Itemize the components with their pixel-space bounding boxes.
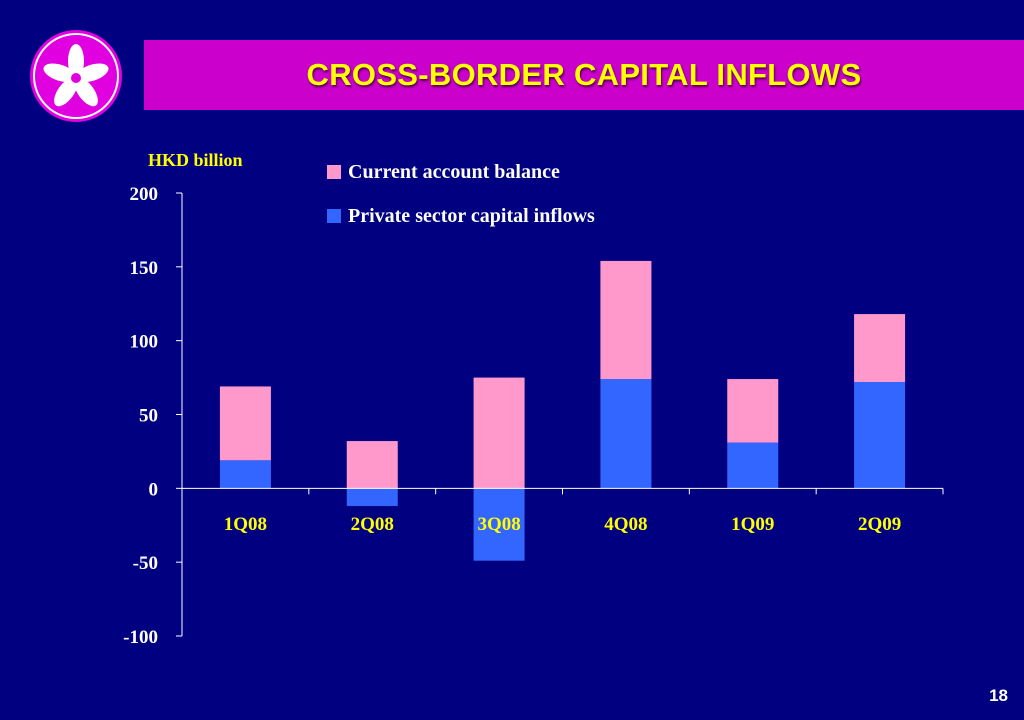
title-band: CROSS-BORDER CAPITAL INFLOWS (144, 40, 1024, 110)
legend-item-current-account: Current account balance (327, 160, 595, 184)
bar-current-account (219, 386, 271, 461)
x-category-label: 4Q08 (604, 514, 647, 535)
bar-current-account (854, 314, 906, 383)
slide-title: CROSS-BORDER CAPITAL INFLOWS (306, 57, 862, 92)
x-category-label: 1Q08 (224, 514, 267, 535)
y-tick-label: -50 (133, 553, 158, 574)
legend-swatch-private-capital (327, 209, 341, 223)
bar-private-inflows (219, 460, 271, 489)
bauhinia-logo-icon (30, 30, 122, 122)
legend-item-private-capital: Private sector capital inflows (327, 204, 595, 228)
bar-current-account (346, 441, 398, 489)
x-category-label: 1Q09 (731, 514, 774, 535)
y-axis-unit-label: HKD billion (148, 150, 243, 170)
bar-current-account (600, 260, 652, 380)
x-category-label: 3Q08 (477, 514, 520, 535)
y-tick-label: -100 (123, 627, 158, 648)
bar-private-inflows (727, 442, 779, 489)
x-category-label: 2Q08 (351, 514, 394, 535)
legend-label-current-account: Current account balance (348, 160, 560, 183)
legend-swatch-current-account (327, 165, 341, 179)
x-category-label: 2Q09 (858, 514, 901, 535)
bar-current-account (473, 377, 525, 489)
bar-private-inflows (346, 488, 398, 507)
bar-private-inflows (600, 379, 652, 489)
y-tick-label: 50 (139, 406, 158, 427)
legend-label-private-capital: Private sector capital inflows (348, 204, 595, 227)
y-tick-label: 100 (130, 332, 159, 353)
bar-private-inflows (473, 488, 525, 561)
bar-current-account (727, 379, 779, 443)
page-number: 18 (989, 686, 1008, 705)
y-tick-label: 200 (130, 184, 159, 205)
y-tick-label: 150 (130, 258, 159, 279)
y-tick-label: 0 (149, 479, 159, 500)
bar-private-inflows (854, 382, 906, 489)
chart-legend: Current account balance Private sector c… (327, 160, 595, 248)
